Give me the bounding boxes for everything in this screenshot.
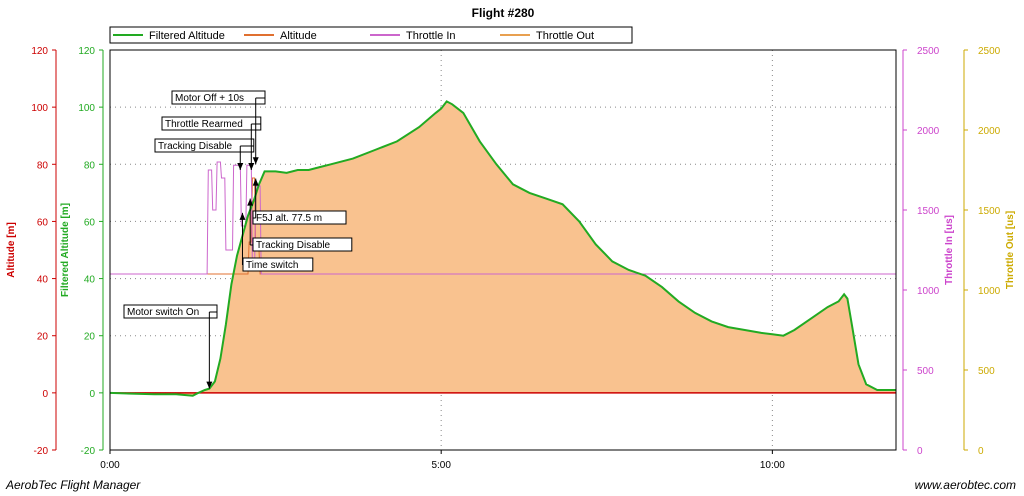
filtered-altitude-line (109, 100, 896, 397)
annotation-label: Throttle Rearmed (165, 119, 243, 130)
flight-chart: Flight #280 Filtered Altitude Altitude Thro… (6, 6, 1016, 478)
annotation-arrowhead (252, 157, 259, 165)
axis-tick-label: 0 (42, 389, 48, 400)
chart-title: Flight #280 (472, 6, 535, 20)
axis-tick-label: 100 (78, 103, 95, 114)
plot-frame (109, 49, 897, 451)
axis-tick-label: 0 (917, 446, 923, 457)
annotation-arrowhead (237, 163, 244, 170)
axis-tick-label: 60 (84, 217, 96, 228)
axis-tick-label: 40 (84, 275, 96, 286)
footer-app-name: AerobTec Flight Manager (6, 478, 141, 492)
axis-tick-label: 2000 (978, 126, 1001, 137)
axis-tick-label: -20 (81, 446, 96, 457)
x-axis-tick-label: 10:00 (760, 460, 785, 471)
x-axis-tick-label: 5:00 (431, 460, 451, 471)
axis-tick-label: 20 (37, 332, 49, 343)
legend-entry: Throttle Out (536, 30, 594, 42)
axis-tick-label: 20 (84, 332, 96, 343)
throttle-in-line (110, 161, 896, 275)
axis-title-filtered-altitude: Filtered Altitude [m] (60, 203, 71, 297)
x-axis-tick-label: 0:00 (100, 460, 120, 471)
axis-tick-label: 2000 (917, 126, 940, 137)
axis-tick-label: 0 (978, 446, 984, 457)
axis-tick-label: 500 (917, 366, 934, 377)
axis-tick-label: 2500 (978, 46, 1001, 57)
annotation-label: F5J alt. 77.5 m (256, 213, 322, 224)
filtered-altitude-area (110, 101, 896, 396)
axis-tick-label: -20 (34, 446, 49, 457)
axis-title-throttle-in: Throttle In [us] (944, 215, 955, 285)
x-axis-title: Time [min:s] (470, 477, 536, 478)
axis-tick-label: 80 (37, 160, 49, 171)
axis-tick-label: 120 (31, 46, 48, 57)
axis-tick-label: 1000 (917, 286, 940, 297)
annotation-label: Motor Off + 10s (175, 93, 244, 104)
legend-entry: Altitude (280, 30, 317, 42)
axis-tick-label: 40 (37, 275, 49, 286)
axis-tick-label: 500 (978, 366, 995, 377)
annotation-arrowhead (248, 163, 255, 170)
annotation-arrowhead (206, 381, 213, 389)
axis-tick-label: 80 (84, 160, 96, 171)
axis-tick-label: 1000 (978, 286, 1001, 297)
axis-tick-label: 1500 (978, 206, 1001, 217)
footer-website: www.aerobtec.com (914, 478, 1016, 492)
legend-entry: Throttle In (406, 30, 456, 42)
axis-tick-label: 120 (78, 46, 95, 57)
axis-tick-label: 1500 (917, 206, 940, 217)
axis-tick-label: 0 (89, 389, 95, 400)
annotation-label: Tracking Disable (256, 240, 331, 251)
annotation-arrowhead (247, 198, 254, 206)
axis-title-altitude: Altitude [m] (6, 222, 17, 278)
legend-entry: Filtered Altitude (149, 30, 225, 42)
annotation-arrowhead (239, 212, 246, 220)
annotation-label: Time switch (246, 260, 298, 271)
annotation-label: Tracking Disable (158, 141, 233, 152)
annotation-arrowhead (252, 178, 259, 186)
axis-tick-label: 2500 (917, 46, 940, 57)
axis-tick-label: 100 (31, 103, 48, 114)
axis-tick-label: 60 (37, 217, 49, 228)
annotation-label: Motor switch On (127, 307, 199, 318)
axis-title-throttle-out: Throttle Out [us] (1005, 211, 1016, 289)
